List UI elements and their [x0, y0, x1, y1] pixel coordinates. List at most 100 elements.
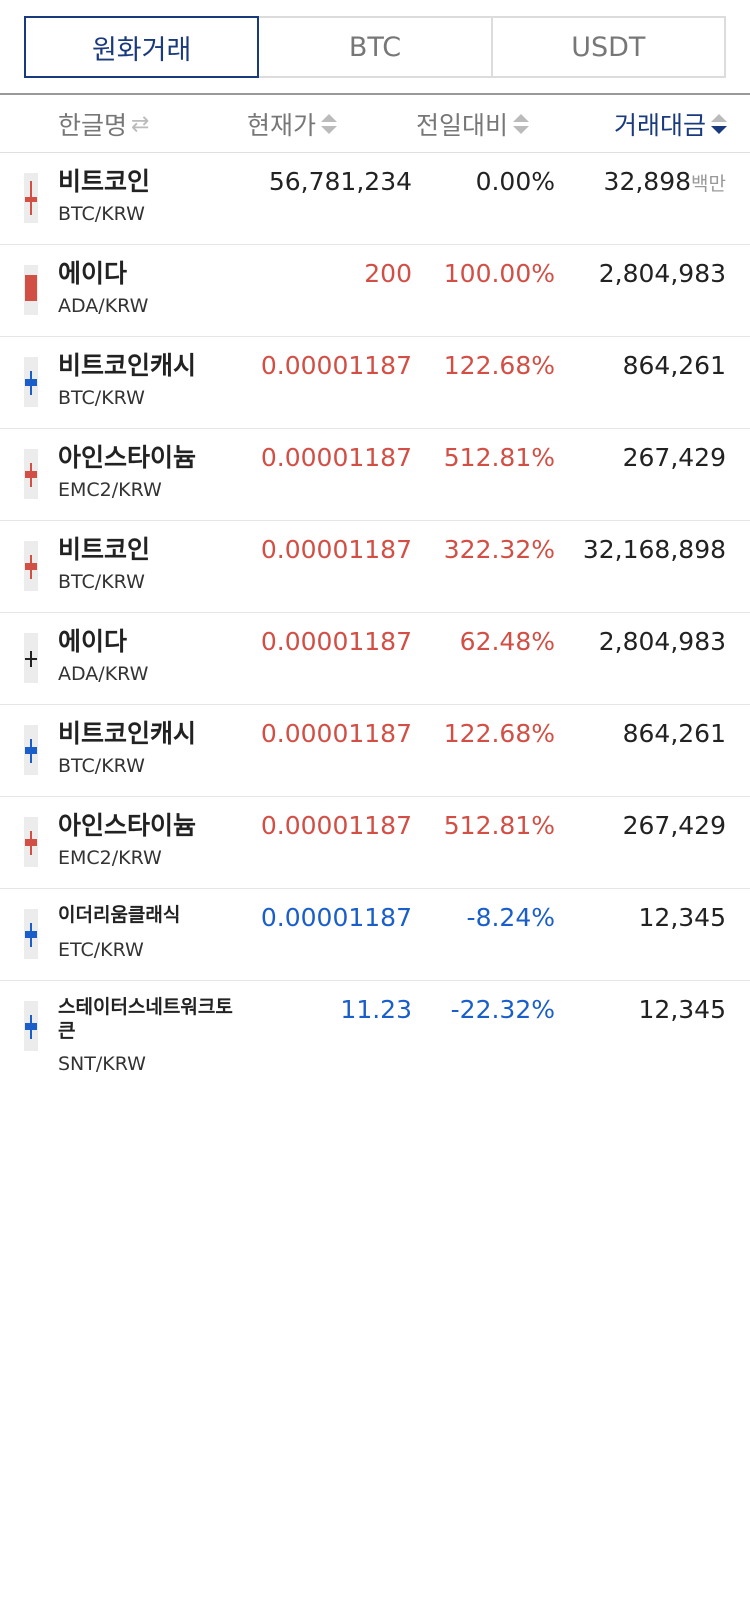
sort-icon	[320, 113, 338, 135]
candle-icon	[24, 633, 38, 683]
current-price: 56,781,234	[268, 167, 412, 196]
coin-list: 비트코인 BTC/KRW 56,781,234 0.00% 32,898백만 에…	[0, 153, 750, 1091]
candle-body	[25, 658, 37, 660]
candle-icon	[24, 1001, 38, 1051]
header-volume-label: 거래대금	[613, 111, 706, 140]
list-item[interactable]: 에이다 ADA/KRW 0.00001187 62.48% 2,804,983	[0, 613, 750, 705]
current-price: 0.00001187	[260, 903, 412, 932]
trade-volume-value: 864,261	[622, 351, 726, 380]
trade-volume-value: 267,429	[622, 811, 726, 840]
tab-btc[interactable]: BTC	[259, 16, 493, 78]
candle-icon	[24, 541, 38, 591]
coin-name: 비트코인	[58, 167, 151, 196]
coin-pair: BTC/KRW	[58, 571, 145, 593]
tab-krw[interactable]: 원화거래	[24, 16, 260, 78]
header-change-label: 전일대비	[415, 111, 508, 140]
candle-body	[25, 275, 37, 301]
trade-volume: 32,898백만	[604, 167, 726, 199]
candle-body	[25, 563, 37, 570]
coin-pair: SNT/KRW	[58, 1053, 146, 1075]
coin-pair: EMC2/KRW	[58, 479, 162, 501]
current-price: 0.00001187	[260, 627, 412, 656]
coin-name: 이더리움클래식	[58, 904, 181, 926]
list-item[interactable]: 에이다 ADA/KRW 200 100.00% 2,804,983	[0, 245, 750, 337]
candle-icon	[24, 725, 38, 775]
coin-pair: ADA/KRW	[58, 295, 149, 317]
coin-pair: ADA/KRW	[58, 663, 149, 685]
candle-icon	[24, 449, 38, 499]
trade-volume-value: 12,345	[638, 995, 726, 1024]
list-item[interactable]: 비트코인캐시 BTC/KRW 0.00001187 122.68% 864,26…	[0, 337, 750, 429]
sort-by-change[interactable]: 전일대비	[416, 95, 530, 153]
trade-volume-value: 12,345	[638, 903, 726, 932]
candle-body	[25, 839, 37, 846]
trade-volume-value: 2,804,983	[598, 259, 726, 288]
change-rate: 100.00%	[443, 259, 555, 288]
trade-volume: 864,261	[623, 351, 726, 381]
change-rate: 512.81%	[443, 811, 555, 840]
list-item[interactable]: 비트코인캐시 BTC/KRW 0.00001187 122.68% 864,26…	[0, 705, 750, 797]
current-price: 200	[364, 259, 412, 288]
candle-icon	[24, 357, 38, 407]
current-price: 0.00001187	[260, 811, 412, 840]
coin-name: 에이다	[58, 259, 128, 288]
change-rate: 322.32%	[443, 535, 555, 564]
swap-icon: ⇄	[131, 111, 150, 137]
trade-volume: 2,804,983	[599, 627, 726, 657]
trade-volume-value: 267,429	[622, 443, 726, 472]
sort-by-name[interactable]: 한글명 ⇄	[58, 95, 149, 153]
current-price: 0.00001187	[260, 719, 412, 748]
list-item[interactable]: 스테이터스네트워크토큰 SNT/KRW 11.23 -22.32% 12,345	[0, 981, 750, 1091]
tab-usdt[interactable]: USDT	[492, 16, 726, 78]
list-item[interactable]: 이더리움클래식 ETC/KRW 0.00001187 -8.24% 12,345	[0, 889, 750, 981]
trade-volume: 267,429	[623, 811, 726, 841]
sort-desc-icon	[710, 113, 728, 135]
coin-pair: ETC/KRW	[58, 939, 144, 961]
list-item[interactable]: 비트코인 BTC/KRW 56,781,234 0.00% 32,898백만	[0, 153, 750, 245]
coin-name: 비트코인캐시	[58, 719, 197, 748]
trade-volume-value: 32,898	[603, 167, 692, 196]
coin-name: 아인스타이늄	[58, 443, 197, 472]
change-rate: -22.32%	[450, 995, 555, 1024]
candle-icon	[24, 265, 38, 315]
table-header: 한글명 ⇄ 현재가 전일대비 거래대금	[0, 93, 750, 153]
coin-pair: BTC/KRW	[58, 387, 145, 409]
trade-volume: 32,168,898	[583, 535, 726, 565]
change-rate: 512.81%	[443, 443, 555, 472]
candle-body	[25, 1023, 37, 1030]
current-price: 0.00001187	[260, 443, 412, 472]
current-price: 0.00001187	[260, 535, 412, 564]
list-item[interactable]: 아인스타이늄 EMC2/KRW 0.00001187 512.81% 267,4…	[0, 429, 750, 521]
header-price-label: 현재가	[246, 111, 316, 140]
candle-icon	[24, 173, 38, 223]
trade-volume-value: 32,168,898	[582, 535, 726, 564]
coin-name: 비트코인캐시	[58, 351, 197, 380]
sort-icon	[512, 113, 530, 135]
current-price: 11.23	[340, 995, 412, 1024]
candle-body	[25, 931, 37, 938]
change-rate: 0.00%	[475, 167, 555, 196]
candle-body	[25, 747, 37, 754]
change-rate: 122.68%	[443, 719, 555, 748]
sort-by-volume[interactable]: 거래대금	[614, 95, 728, 153]
trade-volume: 267,429	[623, 443, 726, 473]
trade-volume: 12,345	[639, 995, 726, 1025]
coin-name: 비트코인	[58, 535, 151, 564]
trade-volume: 2,804,983	[599, 259, 726, 289]
trade-volume: 12,345	[639, 903, 726, 933]
header-name-label: 한글명	[58, 111, 128, 140]
coin-name: 스테이터스네트워크토큰	[58, 996, 233, 1042]
change-rate: 122.68%	[443, 351, 555, 380]
sort-by-price[interactable]: 현재가	[247, 95, 338, 153]
candle-body	[25, 471, 37, 478]
candle-body	[25, 197, 37, 202]
coin-pair: BTC/KRW	[58, 755, 145, 777]
trade-volume: 864,261	[623, 719, 726, 749]
change-rate: 62.48%	[459, 627, 555, 656]
list-item[interactable]: 아인스타이늄 EMC2/KRW 0.00001187 512.81% 267,4…	[0, 797, 750, 889]
coin-name: 에이다	[58, 627, 128, 656]
change-rate: -8.24%	[466, 903, 555, 932]
list-item[interactable]: 비트코인 BTC/KRW 0.00001187 322.32% 32,168,8…	[0, 521, 750, 613]
volume-unit: 백만	[691, 173, 726, 195]
coin-pair: BTC/KRW	[58, 203, 145, 225]
